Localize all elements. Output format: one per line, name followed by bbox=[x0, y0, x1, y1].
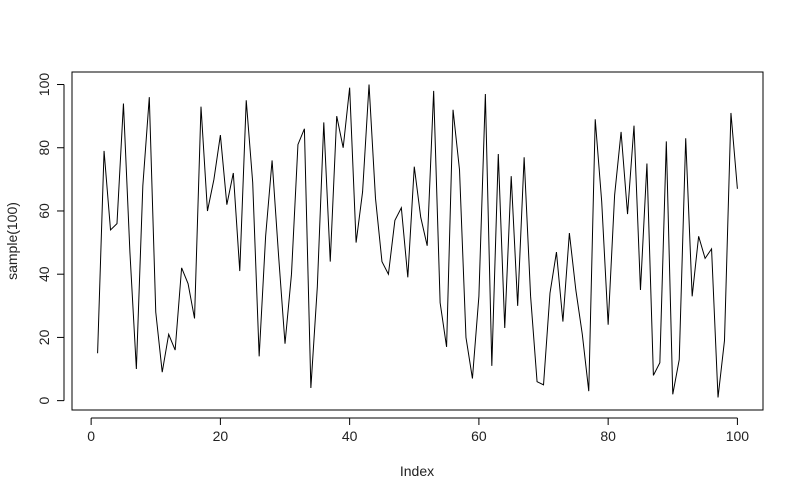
data-line bbox=[97, 84, 738, 398]
x-tick-label: 80 bbox=[600, 428, 616, 444]
x-axis-label: Index bbox=[400, 463, 434, 479]
plot-box bbox=[71, 71, 764, 411]
y-tick-label: 80 bbox=[36, 140, 52, 156]
y-tick-label: 40 bbox=[36, 266, 52, 282]
x-tick-label: 20 bbox=[213, 428, 229, 444]
y-tick-label: 20 bbox=[36, 329, 52, 345]
x-tick-label: 100 bbox=[726, 428, 750, 444]
x-tick-label: 0 bbox=[87, 428, 95, 444]
y-tick-label: 100 bbox=[36, 73, 52, 97]
x-tick-label: 40 bbox=[342, 428, 358, 444]
y-axis-label: sample(100) bbox=[4, 202, 20, 280]
y-tick-label: 0 bbox=[36, 397, 52, 405]
x-tick-label: 60 bbox=[471, 428, 487, 444]
y-tick-label: 60 bbox=[36, 203, 52, 219]
